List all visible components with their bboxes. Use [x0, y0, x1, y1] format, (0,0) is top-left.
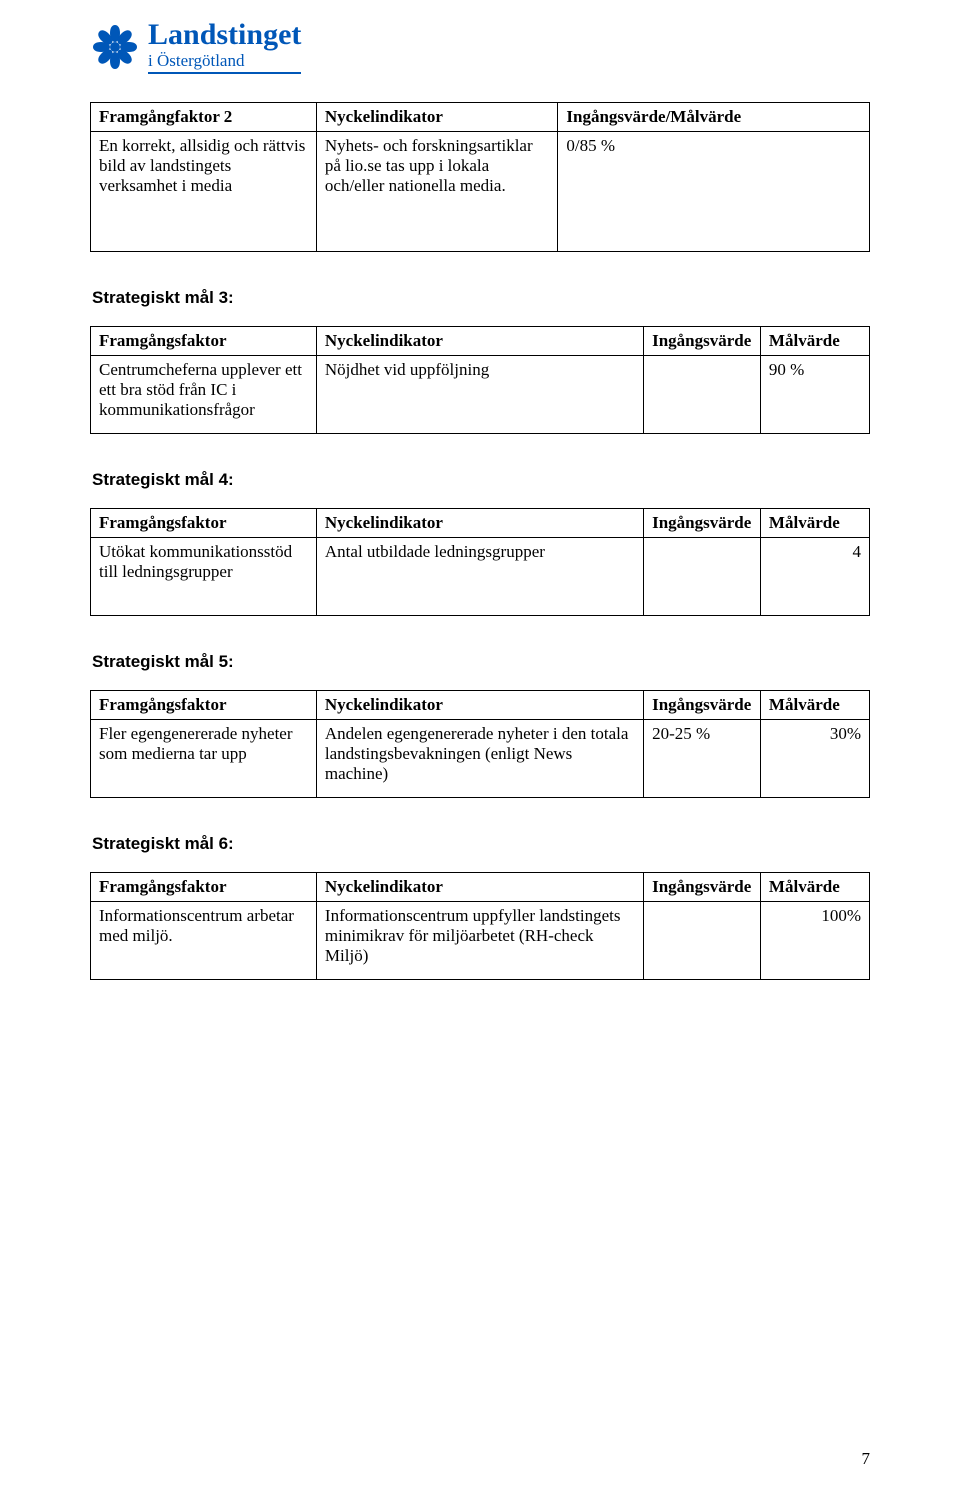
table-header-row: Framgångsfaktor Nyckelindikator Ingångsv…: [91, 691, 870, 720]
section-title: Strategiskt mål 3:: [92, 288, 870, 308]
cell: 20-25 %: [644, 720, 761, 798]
col-header: Nyckelindikator: [316, 873, 643, 902]
cell: [644, 538, 761, 616]
cell: Antal utbildade ledningsgrupper: [316, 538, 643, 616]
table-framgangfaktor-2: Framgångfaktor 2 Nyckelindikator Ingångs…: [90, 102, 870, 252]
table-row: Fler egengenererade nyheter som medierna…: [91, 720, 870, 798]
table-header-row: Framgångsfaktor Nyckelindikator Ingångsv…: [91, 873, 870, 902]
table-row: Centrumcheferna upplever ett ett bra stö…: [91, 356, 870, 434]
table-strategiskt-mal-5: Framgångsfaktor Nyckelindikator Ingångsv…: [90, 690, 870, 798]
cell: Informationscentrum uppfyller landstinge…: [316, 902, 643, 980]
col-header: Ingångsvärde: [644, 327, 761, 356]
cell: Fler egengenererade nyheter som medierna…: [91, 720, 317, 798]
cell: Nyhets- och forskningsartiklar på lio.se…: [316, 132, 557, 252]
col-header: Nyckelindikator: [316, 103, 557, 132]
logo-line2: i Östergötland: [148, 52, 301, 74]
logo-text: Landstinget i Östergötland: [148, 20, 301, 74]
page: Landstinget i Östergötland Framgångfakto…: [0, 0, 960, 1509]
table-row: En korrekt, allsidig och rättvis bild av…: [91, 132, 870, 252]
cell: Andelen egengenererade nyheter i den tot…: [316, 720, 643, 798]
col-header: Målvärde: [760, 327, 869, 356]
cell: [644, 902, 761, 980]
col-header: Framgångsfaktor: [91, 691, 317, 720]
cell: 100%: [760, 902, 869, 980]
cell: [644, 356, 761, 434]
col-header: Målvärde: [760, 691, 869, 720]
table-row: Utökat kommunikationsstöd till ledningsg…: [91, 538, 870, 616]
document-header: Landstinget i Östergötland: [90, 20, 870, 74]
col-header: Nyckelindikator: [316, 509, 643, 538]
logo-icon: [90, 22, 140, 72]
table-strategiskt-mal-3: Framgångsfaktor Nyckelindikator Ingångsv…: [90, 326, 870, 434]
table-header-row: Framgångfaktor 2 Nyckelindikator Ingångs…: [91, 103, 870, 132]
col-header: Framgångsfaktor: [91, 873, 317, 902]
cell: 90 %: [760, 356, 869, 434]
table-strategiskt-mal-4: Framgångsfaktor Nyckelindikator Ingångsv…: [90, 508, 870, 616]
page-number: 7: [862, 1449, 871, 1469]
cell: Centrumcheferna upplever ett ett bra stö…: [91, 356, 317, 434]
cell: 4: [760, 538, 869, 616]
cell: 30%: [760, 720, 869, 798]
section-title: Strategiskt mål 4:: [92, 470, 870, 490]
cell: Informationscentrum arbetar med miljö.: [91, 902, 317, 980]
section-title: Strategiskt mål 5:: [92, 652, 870, 672]
col-header: Ingångsvärde/Målvärde: [558, 103, 870, 132]
section-title: Strategiskt mål 6:: [92, 834, 870, 854]
col-header: Målvärde: [760, 509, 869, 538]
col-header: Nyckelindikator: [316, 327, 643, 356]
table-row: Informationscentrum arbetar med miljö. I…: [91, 902, 870, 980]
table-header-row: Framgångsfaktor Nyckelindikator Ingångsv…: [91, 509, 870, 538]
logo-line1: Landstinget: [148, 20, 301, 50]
col-header: Ingångsvärde: [644, 509, 761, 538]
cell: Utökat kommunikationsstöd till ledningsg…: [91, 538, 317, 616]
table-strategiskt-mal-6: Framgångsfaktor Nyckelindikator Ingångsv…: [90, 872, 870, 980]
cell: 0/85 %: [558, 132, 870, 252]
col-header: Ingångsvärde: [644, 873, 761, 902]
col-header: Målvärde: [760, 873, 869, 902]
col-header: Framgångsfaktor: [91, 327, 317, 356]
col-header: Ingångsvärde: [644, 691, 761, 720]
cell: Nöjdhet vid uppföljning: [316, 356, 643, 434]
col-header: Framgångsfaktor: [91, 509, 317, 538]
cell: En korrekt, allsidig och rättvis bild av…: [91, 132, 317, 252]
col-header: Nyckelindikator: [316, 691, 643, 720]
col-header: Framgångfaktor 2: [91, 103, 317, 132]
table-header-row: Framgångsfaktor Nyckelindikator Ingångsv…: [91, 327, 870, 356]
